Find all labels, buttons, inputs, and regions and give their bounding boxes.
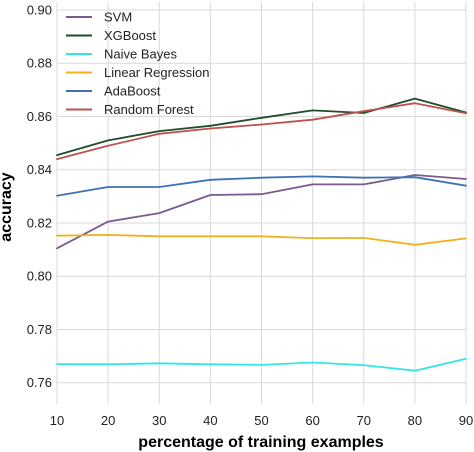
legend-label: SVM [104,10,132,25]
y-tick-label: 0.84 [27,162,52,177]
x-tick-label: 10 [50,413,64,428]
series-line-naive-bayes [56,357,467,372]
y-axis-ticks: 0.76 0.78 0.80 0.82 0.84 0.86 0.88 0.90 [27,2,52,390]
y-tick-label: 0.80 [27,269,52,284]
y-tick-label: 0.76 [27,375,52,390]
x-tick-label: 70 [357,413,371,428]
grid [56,2,467,404]
x-tick-label: 60 [305,413,319,428]
x-tick-label: 80 [408,413,422,428]
x-tick-label: 20 [101,413,115,428]
legend-label: AdaBoost [104,84,161,99]
series-line-random-forest [56,102,467,161]
x-axis-ticks: 10 20 30 40 50 60 70 80 90 [50,413,473,428]
x-tick-label: 30 [152,413,166,428]
legend-label: XGBoost [104,28,156,43]
x-tick-label: 50 [254,413,268,428]
legend-label: Random Forest [104,102,194,117]
y-tick-label: 0.82 [27,215,52,230]
y-tick-label: 0.86 [27,109,52,124]
legend-label: Linear Regression [104,65,210,80]
y-tick-label: 0.90 [27,2,52,17]
y-tick-label: 0.78 [27,322,52,337]
x-axis-title: percentage of training examples [138,434,384,451]
series-line-linear-regression [56,233,467,246]
legend-label: Naive Bayes [104,47,177,62]
y-axis-title: accuracy [0,172,15,241]
x-tick-label: 40 [203,413,217,428]
series-line-adaboost [56,175,467,197]
y-tick-label: 0.88 [27,56,52,71]
series-lines [56,97,467,372]
x-tick-label: 90 [459,413,473,428]
series-line-xgboost [56,97,467,157]
legend: SVM XGBoost Naive Bayes Linear Regression Ad… [66,10,210,117]
